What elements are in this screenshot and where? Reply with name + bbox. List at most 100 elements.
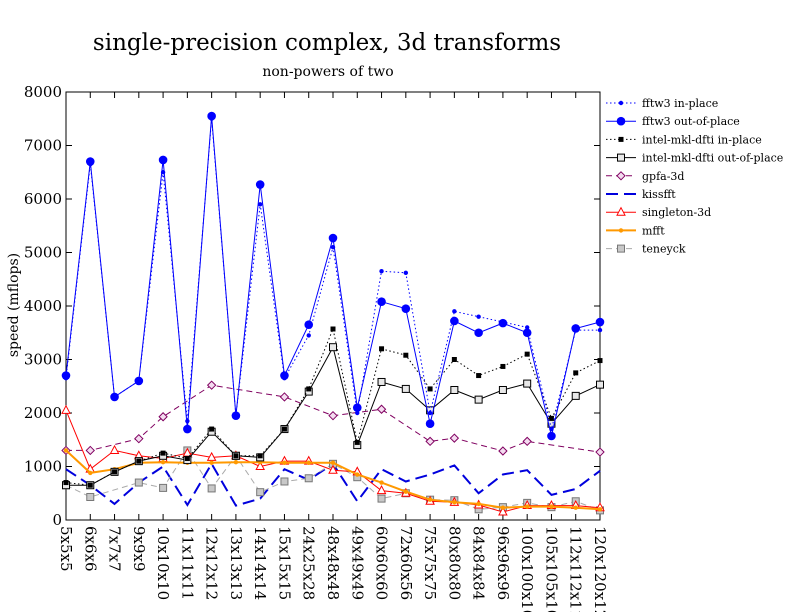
data-point bbox=[63, 480, 69, 486]
data-point bbox=[134, 376, 144, 386]
x-tick-label: 105x105x105 bbox=[542, 526, 560, 612]
data-point bbox=[233, 460, 239, 465]
y-tick-label: 3000 bbox=[24, 351, 62, 369]
data-point bbox=[476, 501, 481, 507]
data-point bbox=[379, 269, 384, 274]
data-point bbox=[355, 410, 360, 416]
data-point bbox=[595, 447, 605, 457]
data-point bbox=[377, 377, 386, 386]
data-point bbox=[377, 297, 386, 307]
y-tick-label: 7000 bbox=[24, 137, 62, 155]
data-point bbox=[450, 385, 459, 394]
data-point bbox=[160, 450, 166, 456]
legend-label: intel-mkl-dfti out-of-place bbox=[642, 152, 783, 165]
data-point bbox=[500, 505, 506, 510]
data-point bbox=[524, 351, 530, 357]
legend-marker bbox=[617, 153, 625, 162]
data-point bbox=[597, 327, 603, 333]
data-point bbox=[85, 157, 95, 166]
data-point bbox=[328, 464, 338, 474]
x-tick-label: 15x15x15 bbox=[275, 526, 293, 600]
legend-marker bbox=[616, 171, 626, 181]
x-tick-label: 60x60x60 bbox=[373, 526, 391, 600]
data-point bbox=[354, 439, 360, 445]
plot-frame bbox=[65, 91, 601, 521]
x-tick-label: 72x60x56 bbox=[397, 526, 415, 600]
data-point bbox=[403, 270, 409, 276]
data-point bbox=[524, 504, 530, 509]
data-point bbox=[281, 426, 287, 432]
data-point bbox=[403, 489, 409, 494]
x-tick-label: 13x13x13 bbox=[227, 526, 245, 600]
data-point bbox=[522, 436, 532, 447]
series-4 bbox=[61, 380, 605, 457]
legend-marker bbox=[617, 244, 625, 253]
data-point bbox=[452, 309, 457, 314]
data-point bbox=[257, 202, 263, 207]
data-point bbox=[476, 314, 481, 319]
legend-label: fftw3 out-of-place bbox=[642, 115, 740, 128]
legend-label: gpfa-3d bbox=[642, 170, 684, 183]
data-point bbox=[86, 492, 95, 501]
x-tick-label: 7x7x7 bbox=[106, 526, 124, 572]
data-point bbox=[304, 474, 313, 483]
data-point bbox=[427, 410, 433, 416]
legend-marker bbox=[618, 100, 624, 106]
x-tick-label: 84x84x84 bbox=[470, 526, 488, 600]
x-tick-label: 12x12x12 bbox=[203, 526, 221, 600]
data-point bbox=[328, 410, 338, 421]
legend-marker bbox=[618, 228, 624, 233]
data-point bbox=[134, 478, 143, 487]
data-point bbox=[498, 506, 508, 516]
data-point bbox=[401, 384, 410, 393]
y-tick-label: 8000 bbox=[24, 83, 62, 101]
data-point bbox=[425, 419, 435, 429]
data-point bbox=[547, 431, 556, 441]
series-line bbox=[65, 449, 601, 511]
data-point bbox=[548, 415, 554, 421]
series-line bbox=[65, 116, 601, 437]
data-point bbox=[498, 446, 508, 456]
data-point bbox=[257, 453, 263, 459]
data-point bbox=[376, 404, 387, 414]
data-point bbox=[571, 391, 580, 400]
data-point bbox=[571, 324, 581, 333]
legend-entry: intel-mkl-dfti in-place bbox=[606, 133, 762, 146]
x-tick-label: 9x9x9 bbox=[130, 526, 148, 572]
data-point bbox=[474, 328, 483, 338]
chart-subtitle: non-powers of two bbox=[262, 64, 393, 80]
data-point bbox=[379, 346, 385, 352]
data-point bbox=[158, 155, 168, 165]
data-point bbox=[522, 328, 532, 338]
legend-entry: gpfa-3d bbox=[606, 170, 684, 183]
data-point bbox=[280, 477, 289, 486]
x-tick-label: 48x48x48 bbox=[324, 526, 342, 600]
y-tick-label: 0 bbox=[52, 511, 62, 529]
legend-label: teneyck bbox=[642, 243, 686, 256]
data-point bbox=[597, 358, 603, 364]
data-point bbox=[352, 403, 362, 412]
data-point bbox=[306, 460, 311, 465]
data-point bbox=[427, 386, 433, 392]
data-point bbox=[595, 317, 605, 327]
data-point bbox=[376, 485, 387, 495]
data-point bbox=[282, 460, 287, 465]
legend-label: mfft bbox=[642, 224, 665, 237]
series-line bbox=[65, 118, 600, 430]
data-point bbox=[209, 460, 214, 465]
y-tick-label: 4000 bbox=[24, 297, 62, 315]
data-point bbox=[401, 304, 411, 313]
data-point bbox=[233, 453, 239, 459]
data-point bbox=[255, 460, 266, 470]
data-point bbox=[474, 395, 483, 404]
series-layer bbox=[61, 111, 605, 516]
axes: 0 1000 2000 3000 4000 5000 6000 7000 8000 5x5x5 6x… bbox=[24, 83, 609, 612]
x-tick-label: 75x75x75 bbox=[421, 526, 439, 600]
legend-entry: singleton-3d bbox=[606, 206, 711, 219]
legend-entry: kissfft bbox=[606, 188, 676, 201]
data-point bbox=[596, 380, 604, 389]
data-point bbox=[306, 333, 311, 338]
data-point bbox=[597, 507, 603, 512]
legend-marker bbox=[616, 206, 626, 216]
